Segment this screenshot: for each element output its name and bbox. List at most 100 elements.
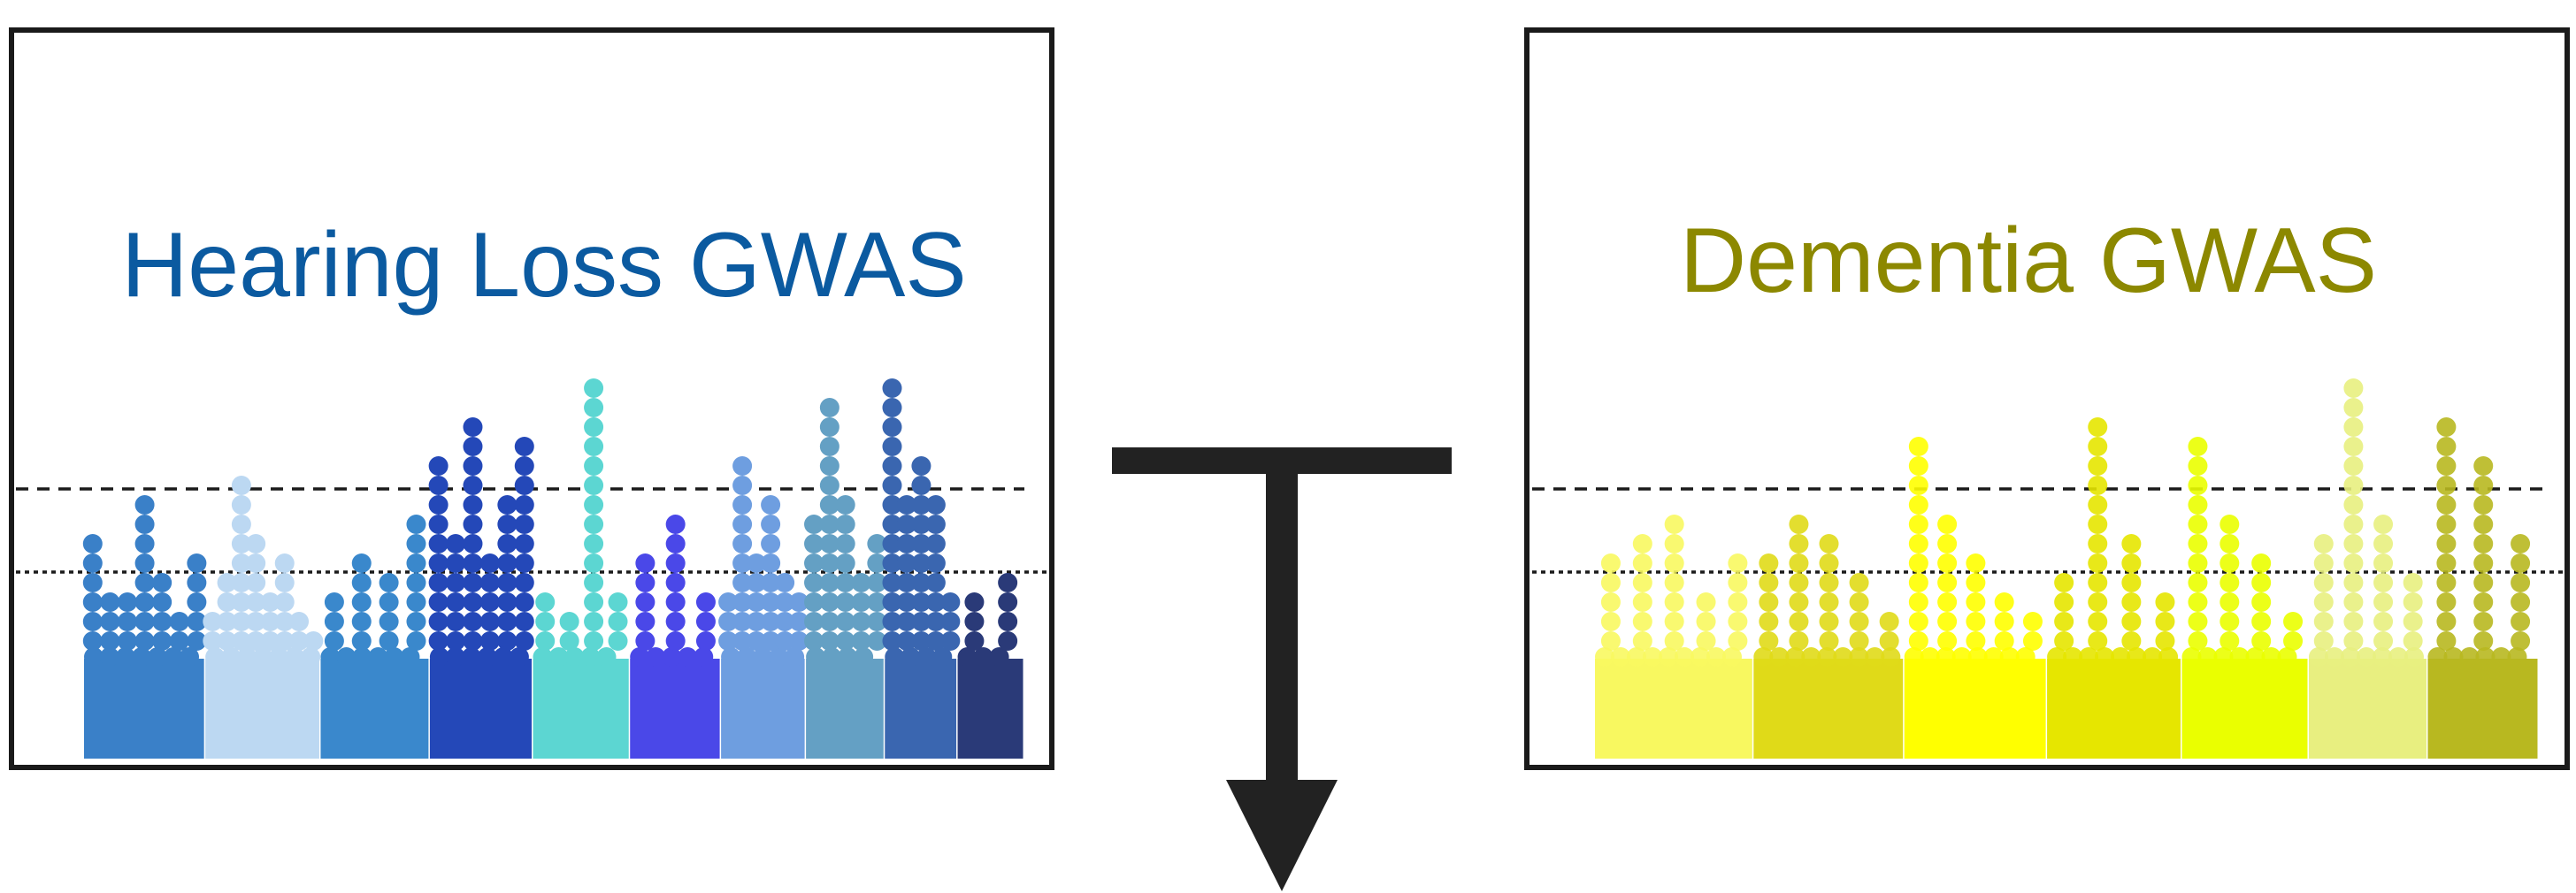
snp-point: [221, 647, 242, 667]
snp-point: [429, 647, 449, 667]
snp-point: [1728, 612, 1748, 631]
snp-point: [384, 647, 404, 667]
snp-point: [789, 592, 809, 612]
snp-point: [1643, 647, 1662, 667]
snp-point: [822, 647, 842, 667]
chromosome-block: [721, 659, 805, 759]
snp-point: [932, 647, 953, 667]
snp-point: [479, 553, 500, 573]
snp-point: [203, 631, 223, 651]
snp-point: [2188, 553, 2208, 573]
snp-point: [2111, 647, 2131, 667]
snp-point: [608, 592, 628, 612]
snp-point: [2088, 515, 2108, 534]
snp-point: [2088, 553, 2108, 573]
snp-point: [940, 612, 961, 631]
snp-point: [406, 515, 426, 534]
snp-point: [1632, 534, 1652, 553]
snp-point: [835, 631, 855, 651]
snp-point: [835, 553, 855, 573]
snp-point: [2473, 592, 2494, 612]
snp-point: [584, 398, 604, 417]
snp-point: [509, 647, 529, 667]
snp-point: [819, 456, 840, 476]
snp-point: [2511, 612, 2531, 631]
snp-point: [82, 592, 103, 612]
snp-point: [1759, 631, 1779, 651]
snp-point: [463, 553, 483, 573]
snp-point: [535, 612, 556, 631]
snp-point: [882, 476, 902, 495]
snp-point: [775, 573, 795, 592]
snp-point: [2095, 647, 2115, 667]
snp-point: [548, 647, 569, 667]
snp-point: [2473, 573, 2494, 592]
snp-point: [882, 378, 902, 398]
snp-point: [2308, 647, 2328, 667]
snp-point: [514, 612, 534, 631]
chromosome-block: [320, 659, 429, 759]
snp-point: [584, 573, 604, 592]
snp-point: [2340, 647, 2360, 667]
snp-point: [835, 612, 855, 631]
snp-point: [2343, 631, 2364, 651]
snp-point: [2373, 534, 2394, 553]
snp-point: [497, 573, 518, 592]
snp-point: [2015, 647, 2036, 667]
snp-point: [303, 631, 324, 651]
snp-point: [463, 437, 483, 456]
snp-point: [152, 592, 172, 612]
snp-point: [2188, 592, 2208, 612]
snp-point: [2188, 476, 2208, 495]
snp-point: [2251, 553, 2272, 573]
snp-point: [2313, 592, 2334, 612]
chromosome-block: [2308, 659, 2426, 759]
snp-point: [445, 647, 465, 667]
snp-point: [2473, 612, 2494, 631]
snp-point: [596, 647, 617, 667]
snp-point: [1595, 647, 1614, 667]
snp-point: [2491, 647, 2511, 667]
dementia-panel: Dementia GWAS: [1524, 27, 2570, 770]
snp-point: [867, 592, 887, 612]
chromosome-block: [885, 659, 957, 759]
snp-point: [497, 592, 518, 612]
snp-point: [2404, 647, 2424, 667]
snp-point: [1879, 612, 1899, 631]
snp-point: [100, 592, 120, 612]
snp-point: [1664, 534, 1684, 553]
snp-point: [152, 612, 172, 631]
snp-point: [882, 515, 902, 534]
snp-point: [2343, 398, 2364, 417]
snp-point: [882, 612, 902, 631]
snp-point: [1849, 573, 1869, 592]
snp-point: [260, 631, 280, 651]
snp-point: [514, 534, 534, 553]
snp-point: [2155, 612, 2175, 631]
snp-point: [925, 534, 946, 553]
snp-point: [351, 631, 372, 651]
snp-point: [116, 647, 135, 667]
snp-point: [1789, 515, 1809, 534]
snp-point: [2229, 647, 2250, 667]
snp-point: [695, 631, 716, 651]
snp-point: [678, 647, 698, 667]
snp-point: [246, 534, 266, 553]
snp-point: [1728, 573, 1748, 592]
snp-point: [775, 592, 795, 612]
snp-point: [737, 647, 757, 667]
snp-point: [925, 573, 946, 592]
snp-point: [217, 612, 237, 631]
snp-point: [2507, 647, 2527, 667]
snp-point: [2343, 495, 2364, 515]
snp-point: [2343, 553, 2364, 573]
snp-point: [867, 631, 887, 651]
snp-point: [732, 495, 753, 515]
snp-point: [406, 592, 426, 612]
snp-point: [732, 515, 753, 534]
dementia-manhattan-plot: [1595, 378, 2538, 759]
snp-point: [1664, 631, 1684, 651]
snp-point: [428, 456, 448, 476]
snp-point: [1833, 647, 1853, 667]
snp-point: [851, 573, 871, 592]
